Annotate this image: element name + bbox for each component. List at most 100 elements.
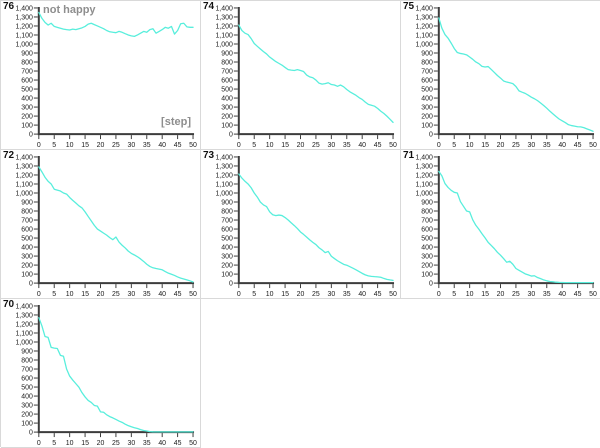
svg-text:0: 0 (29, 430, 33, 437)
svg-text:25: 25 (112, 291, 120, 298)
svg-text:0: 0 (429, 281, 433, 288)
svg-text:600: 600 (221, 227, 233, 234)
svg-text:800: 800 (21, 358, 33, 365)
svg-text:1,200: 1,200 (15, 321, 33, 328)
svg-text:20: 20 (297, 291, 305, 298)
svg-text:20: 20 (97, 440, 105, 447)
svg-text:5: 5 (52, 440, 56, 447)
svg-text:100: 100 (21, 272, 33, 279)
svg-text:1,100: 1,100 (15, 32, 33, 39)
svg-text:700: 700 (21, 218, 33, 225)
chart-id-label: 72 (3, 150, 15, 161)
svg-text:1,400: 1,400 (415, 154, 433, 161)
line-chart: 01002003004005006007008009001,0001,1001,… (15, 303, 197, 447)
chart-id-label: 76 (3, 1, 15, 12)
svg-text:1,200: 1,200 (415, 172, 433, 179)
svg-text:0: 0 (37, 142, 41, 149)
svg-text:1,000: 1,000 (15, 339, 33, 346)
svg-text:40: 40 (358, 291, 366, 298)
svg-text:500: 500 (221, 236, 233, 243)
svg-text:15: 15 (481, 291, 489, 298)
svg-text:900: 900 (221, 50, 233, 57)
svg-text:0: 0 (29, 132, 33, 139)
chart-id-label: 71 (403, 150, 415, 161)
svg-text:1,200: 1,200 (15, 172, 33, 179)
svg-text:700: 700 (421, 218, 433, 225)
svg-text:200: 200 (21, 114, 33, 121)
svg-text:900: 900 (21, 50, 33, 57)
svg-text:800: 800 (421, 209, 433, 216)
svg-text:700: 700 (221, 69, 233, 76)
svg-text:200: 200 (221, 114, 233, 121)
svg-text:1,300: 1,300 (215, 14, 233, 21)
svg-text:15: 15 (81, 440, 89, 447)
svg-text:600: 600 (21, 78, 33, 85)
svg-text:50: 50 (189, 291, 197, 298)
svg-text:10: 10 (266, 291, 274, 298)
svg-text:10: 10 (466, 142, 474, 149)
svg-text:25: 25 (312, 291, 320, 298)
svg-text:20: 20 (497, 142, 505, 149)
svg-text:200: 200 (21, 263, 33, 270)
svg-text:25: 25 (312, 142, 320, 149)
svg-text:1,100: 1,100 (415, 32, 433, 39)
svg-text:300: 300 (221, 105, 233, 112)
svg-text:0: 0 (29, 281, 33, 288)
svg-text:400: 400 (221, 245, 233, 252)
svg-text:900: 900 (421, 199, 433, 206)
svg-text:50: 50 (589, 291, 597, 298)
svg-text:600: 600 (421, 78, 433, 85)
svg-text:1,300: 1,300 (415, 163, 433, 170)
svg-text:800: 800 (21, 60, 33, 67)
svg-text:1,300: 1,300 (15, 163, 33, 170)
svg-text:500: 500 (21, 385, 33, 392)
svg-text:1,400: 1,400 (15, 303, 33, 310)
svg-text:15: 15 (281, 142, 289, 149)
svg-text:5: 5 (252, 142, 256, 149)
svg-text:0: 0 (229, 281, 233, 288)
svg-text:1,400: 1,400 (415, 5, 433, 12)
svg-text:100: 100 (21, 421, 33, 428)
svg-text:200: 200 (421, 114, 433, 121)
chart-panel: 76 not happy [step] 0 100 200 300 400 500 600 7… (1, 1, 201, 150)
chart-panel: 71 0 100 200 300 400 500 600 700 800 900 1,000 1,10… (401, 150, 600, 299)
svg-text:800: 800 (421, 60, 433, 67)
line-chart: 01002003004005006007008009001,0001,1001,… (215, 5, 397, 149)
svg-text:900: 900 (21, 348, 33, 355)
svg-text:400: 400 (421, 245, 433, 252)
svg-text:1,100: 1,100 (15, 330, 33, 337)
x-axis-unit-label: [step] (161, 116, 191, 128)
svg-text:30: 30 (527, 142, 535, 149)
svg-text:50: 50 (589, 142, 597, 149)
svg-text:1,200: 1,200 (215, 172, 233, 179)
svg-text:40: 40 (558, 142, 566, 149)
chart-panel: 72 0 100 200 300 400 500 600 700 800 900 1,000 1,10… (1, 150, 201, 299)
svg-text:40: 40 (158, 142, 166, 149)
svg-text:30: 30 (527, 291, 535, 298)
svg-text:400: 400 (221, 96, 233, 103)
svg-text:35: 35 (543, 142, 551, 149)
svg-text:40: 40 (158, 291, 166, 298)
svg-text:50: 50 (189, 142, 197, 149)
svg-text:30: 30 (127, 291, 135, 298)
svg-text:0: 0 (237, 291, 241, 298)
svg-text:900: 900 (21, 199, 33, 206)
svg-text:800: 800 (221, 60, 233, 67)
svg-text:300: 300 (221, 254, 233, 261)
svg-text:5: 5 (252, 291, 256, 298)
svg-text:1,100: 1,100 (415, 181, 433, 188)
chart-panel: 74 0 100 200 300 400 500 600 700 800 900 1,000 1,10… (201, 1, 401, 150)
svg-text:25: 25 (112, 142, 120, 149)
svg-text:1,000: 1,000 (415, 190, 433, 197)
svg-text:40: 40 (158, 440, 166, 447)
line-chart: 01002003004005006007008009001,0001,1001,… (15, 5, 197, 149)
svg-text:35: 35 (343, 142, 351, 149)
svg-text:1,200: 1,200 (415, 23, 433, 30)
svg-text:100: 100 (221, 272, 233, 279)
chart-id-label: 70 (3, 299, 15, 310)
svg-text:600: 600 (21, 376, 33, 383)
svg-text:100: 100 (221, 123, 233, 130)
svg-text:400: 400 (21, 394, 33, 401)
svg-text:700: 700 (421, 69, 433, 76)
